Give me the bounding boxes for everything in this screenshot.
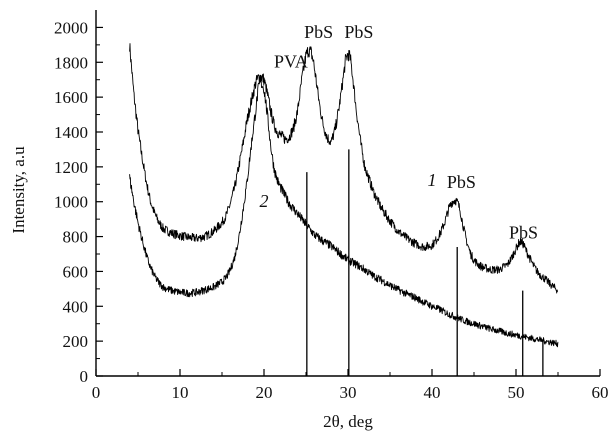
peak-label: PbS [344,22,373,42]
y-tick-label: 200 [63,332,89,351]
y-tick-label: 0 [80,367,89,386]
peak-label: PbS [447,172,476,192]
peak-label: PVA [274,52,308,72]
reference-lines [306,149,544,376]
y-tick-label: 800 [63,228,89,247]
series-group [129,43,559,348]
y-tick-label: 1000 [54,193,88,212]
peak-label: PbS [304,22,333,42]
x-tick-label: 40 [424,383,441,402]
y-axis-label: Intensity, a.u [9,146,28,234]
x-tick-label: 20 [256,383,273,402]
y-tick-label: 400 [63,297,89,316]
x-tick-label: 60 [592,383,609,402]
x-tick-label: 50 [508,383,525,402]
y-tick-label: 1800 [54,53,88,72]
y-tick-label: 600 [63,262,89,281]
x-tick-label: 0 [92,383,101,402]
y-tick-label: 1200 [54,158,88,177]
y-tick-label: 2000 [54,18,88,37]
y-tick-label: 1400 [54,123,88,142]
x-tick-label: 30 [340,383,357,402]
x-tick-label: 10 [172,383,189,402]
annotations: PVA PbS PbS PbS PbS 1 2 [260,22,539,242]
peak-label: PbS [509,222,538,242]
curve-label: 2 [260,191,269,211]
series-line-1 [129,43,559,294]
axes: 0 10 20 30 40 50 60020040060080010001200140016… [54,10,609,402]
y-tick-label: 1600 [54,88,88,107]
curve-label: 1 [428,170,437,190]
x-axis-label: 2θ, deg [323,412,373,431]
series-line-2 [129,77,559,348]
